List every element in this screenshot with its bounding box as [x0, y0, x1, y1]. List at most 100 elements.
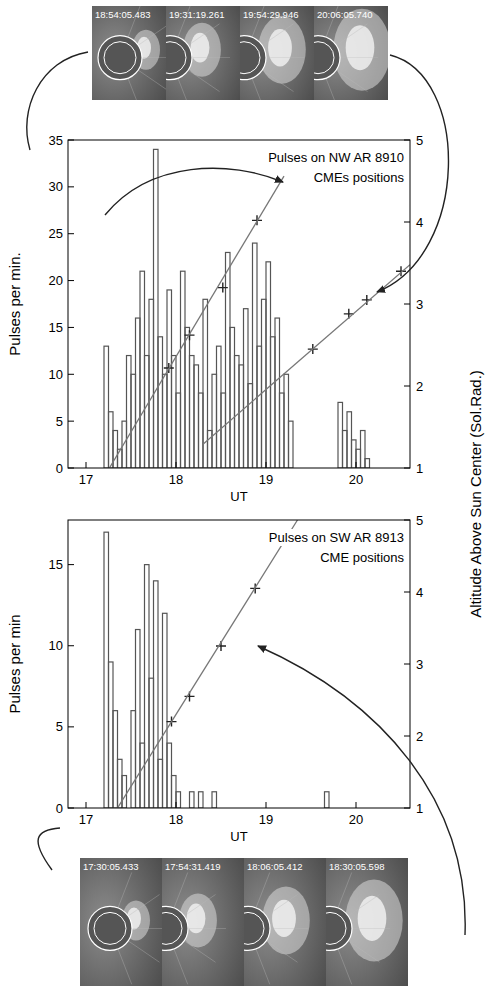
histogram-bar — [221, 393, 226, 468]
histogram-bar — [167, 290, 172, 468]
solar-limb — [166, 42, 186, 74]
annotation-text: Pulses on NW AR 8910 — [268, 150, 404, 165]
histogram-bar — [113, 711, 118, 808]
annotation-text: CMEs positions — [314, 170, 405, 185]
histogram-bar — [154, 149, 159, 468]
y2-tick — [404, 140, 410, 141]
y2-tick-label: 2 — [416, 379, 423, 394]
curved-arrow — [105, 168, 283, 215]
x-tick-label: 19 — [259, 812, 273, 827]
y2-tick-label: 4 — [416, 585, 423, 600]
cme-core — [346, 25, 375, 70]
x-tick-label: 17 — [79, 812, 93, 827]
occulter — [314, 36, 340, 80]
y-tick-label: 35 — [49, 133, 63, 148]
y2-tick — [404, 304, 410, 305]
histogram-bar — [199, 393, 204, 468]
histogram-bar — [163, 374, 168, 468]
y-tick — [68, 645, 74, 646]
occulter — [166, 36, 192, 80]
x-tick — [176, 802, 177, 808]
x-tick — [356, 462, 357, 468]
plot-area — [104, 149, 410, 468]
histogram-bar — [257, 346, 262, 468]
y-tick — [68, 140, 74, 141]
coronagraph-image — [162, 858, 244, 986]
y-tick — [68, 186, 74, 187]
figure: 18:54:05.48319:31:19.26119:54:29.94620:0… — [0, 0, 499, 1000]
cme-blob — [345, 879, 402, 961]
x-tick — [266, 802, 267, 808]
occulter — [244, 906, 270, 950]
curved-arrow — [377, 55, 448, 292]
histogram-bar — [109, 662, 114, 808]
coronagraph-image — [314, 6, 388, 100]
occulter — [162, 906, 188, 950]
histogram — [104, 149, 370, 468]
cme-blob — [262, 886, 310, 954]
cme-core — [272, 900, 296, 937]
histogram-bar — [176, 792, 181, 808]
histogram-bar — [136, 630, 141, 808]
y-tick-label: 10 — [49, 367, 63, 382]
occulter — [88, 906, 132, 950]
histogram-bar — [158, 337, 163, 468]
y2-tick-label: 4 — [416, 215, 423, 230]
y2-tick-label: 2 — [416, 729, 423, 744]
timestamp: 19:31:19.261 — [169, 9, 224, 20]
y-tick-label: 5 — [56, 414, 63, 429]
annotation: Pulses on SW AR 8913 — [267, 529, 406, 546]
y2-tick — [404, 520, 410, 521]
y-tick-label: 20 — [49, 273, 63, 288]
y-tick-label: 15 — [49, 557, 63, 572]
histogram-bar — [343, 431, 348, 468]
x-tick — [86, 802, 87, 808]
histogram-bar — [230, 327, 235, 468]
histogram-bar — [176, 393, 181, 468]
histogram-bar — [208, 431, 213, 468]
y-tick-label: 25 — [49, 226, 63, 241]
y2-tick — [404, 808, 410, 809]
timestamp: 18:54:05.483 — [95, 9, 150, 20]
histogram-bar — [226, 252, 231, 468]
histogram-bar — [271, 337, 276, 468]
y-tick — [68, 280, 74, 281]
histogram-bar — [239, 365, 244, 468]
x-tick-label: 18 — [169, 812, 183, 827]
x-axis-title: UT — [230, 829, 247, 844]
histogram-bar — [338, 402, 343, 468]
fit-line — [118, 520, 298, 808]
solar-limb — [240, 42, 260, 74]
timestamp: 18:06:05.412 — [247, 861, 302, 872]
x-tick — [356, 802, 357, 808]
y-tick — [68, 808, 74, 809]
histogram-bar — [149, 299, 154, 468]
histogram-bar — [149, 678, 154, 808]
image-background — [92, 6, 166, 100]
y-tick-label: 0 — [56, 461, 63, 476]
plot-frame — [68, 520, 410, 808]
x-tick-label: 20 — [349, 472, 363, 487]
solar-limb — [162, 912, 182, 944]
timestamp: 19:54:29.946 — [243, 9, 298, 20]
histogram-bar — [284, 374, 289, 468]
annotation: CME positions — [318, 549, 406, 566]
x-tick — [266, 462, 267, 468]
histogram-bar — [194, 365, 199, 468]
histogram-bar — [109, 412, 114, 468]
y2-tick — [404, 592, 410, 593]
histogram-bar — [356, 449, 361, 468]
y-tick — [68, 564, 74, 565]
histogram-bar — [127, 356, 132, 468]
y2-tick — [404, 386, 410, 387]
annotation-patch — [267, 529, 406, 546]
coronagraph-image — [166, 6, 240, 100]
histogram-bar — [122, 776, 127, 808]
histogram-bar — [347, 412, 352, 468]
x-tick-label: 17 — [79, 472, 93, 487]
histogram-bar — [275, 318, 280, 468]
timestamp: 17:54:31.419 — [165, 861, 220, 872]
annotation: Pulses on NW AR 8910 — [266, 149, 406, 166]
fit-line — [109, 176, 284, 468]
histogram-bar — [131, 374, 136, 468]
